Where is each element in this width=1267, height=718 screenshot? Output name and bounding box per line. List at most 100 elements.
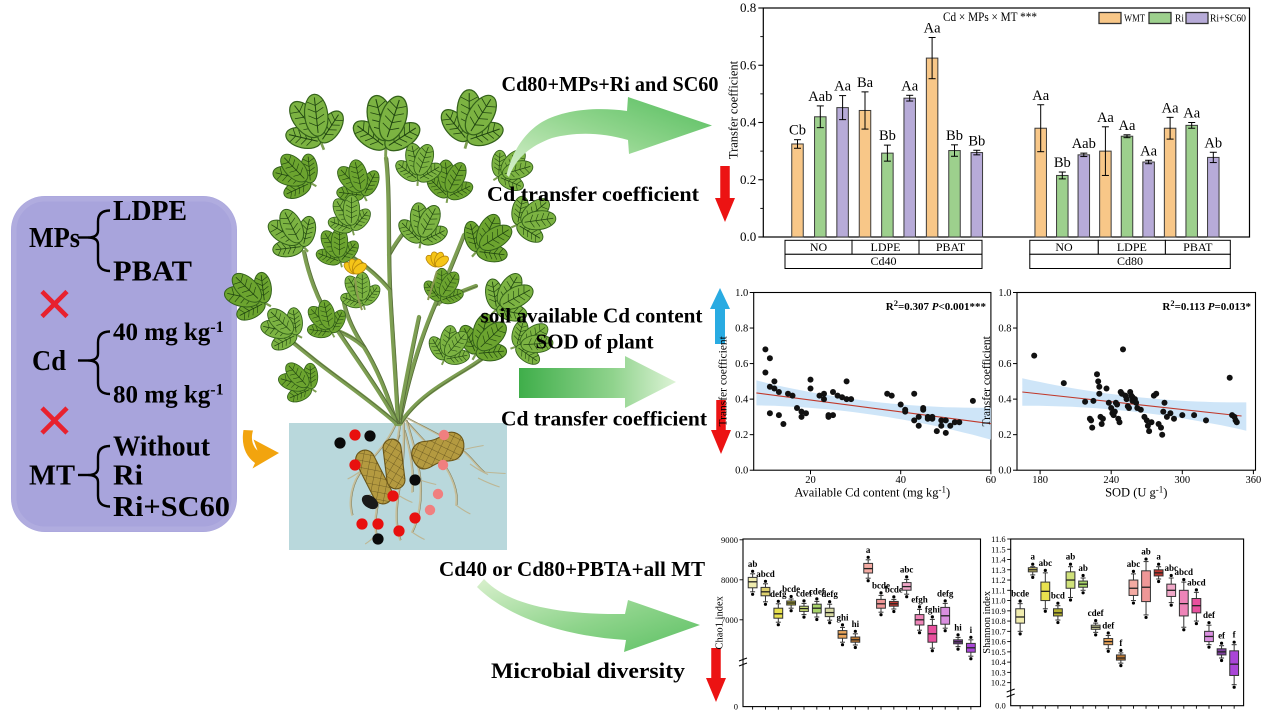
svg-text:Bb: Bb	[879, 128, 896, 144]
svg-text:Cb: Cb	[789, 123, 806, 139]
svg-text:0.6: 0.6	[740, 57, 757, 72]
svg-text:10.2: 10.2	[991, 678, 1006, 688]
svg-text:Ri: Ri	[1175, 14, 1184, 25]
svg-text:Ab: Ab	[1204, 135, 1222, 151]
svg-text:Aab: Aab	[1072, 136, 1096, 152]
svg-text:0.8: 0.8	[740, 0, 756, 15]
svg-text:Microbial diversity: Microbial diversity	[491, 658, 685, 683]
svg-text:Aa: Aa	[1032, 88, 1049, 104]
svg-text:0.0: 0.0	[735, 466, 748, 477]
svg-text:Ri+SC60: Ri+SC60	[1210, 14, 1246, 25]
svg-text:Bb: Bb	[1054, 155, 1071, 171]
svg-text:Aab: Aab	[808, 89, 832, 105]
svg-text:def: def	[1203, 610, 1216, 620]
svg-text:soil available Cd content: soil available Cd content	[481, 304, 703, 328]
svg-text:ab: ab	[1141, 547, 1151, 557]
svg-text:Aa: Aa	[1119, 118, 1136, 134]
svg-text:0.8: 0.8	[998, 324, 1011, 335]
svg-text:Aa: Aa	[834, 79, 851, 95]
svg-text:10.3: 10.3	[991, 667, 1006, 677]
svg-text:1.0: 1.0	[735, 288, 748, 299]
svg-text:defg: defg	[937, 588, 954, 598]
svg-text:60: 60	[986, 475, 997, 486]
svg-text:11.4: 11.4	[991, 555, 1006, 565]
svg-text:11.3: 11.3	[991, 565, 1006, 575]
svg-text:PBAT: PBAT	[936, 240, 966, 254]
svg-text:Bb: Bb	[968, 133, 985, 149]
svg-text:Transfer coefficient: Transfer coefficient	[981, 335, 993, 426]
svg-text:ghi: ghi	[836, 612, 849, 622]
svg-text:40: 40	[895, 475, 906, 486]
svg-text:WMT: WMT	[1124, 14, 1145, 25]
svg-text:Without: Without	[113, 432, 211, 463]
svg-text:NO: NO	[1055, 240, 1073, 254]
svg-text:0.6: 0.6	[735, 359, 748, 370]
svg-text:0.2: 0.2	[735, 430, 748, 441]
svg-text:Ri+SC60: Ri+SC60	[113, 492, 230, 523]
svg-text:0.4: 0.4	[735, 395, 749, 406]
svg-text:def: def	[1102, 620, 1115, 630]
svg-text:abc: abc	[1127, 559, 1141, 569]
svg-text:20: 20	[805, 475, 816, 486]
svg-text:bcd: bcd	[1051, 591, 1065, 601]
svg-text:hi: hi	[954, 622, 962, 632]
svg-text:Available Cd content (mg kg-1): Available Cd content (mg kg-1)	[794, 485, 950, 500]
svg-text:bcde: bcde	[1011, 589, 1029, 599]
svg-text:Cd: Cd	[32, 346, 66, 377]
svg-text:Aa: Aa	[1183, 106, 1200, 122]
svg-text:0.2: 0.2	[740, 172, 756, 187]
svg-text:PBAT: PBAT	[1183, 240, 1213, 254]
svg-text:ab: ab	[1078, 563, 1088, 573]
svg-text:Aa: Aa	[924, 20, 941, 36]
svg-text:Aa: Aa	[901, 78, 918, 94]
svg-text:9000: 9000	[721, 535, 738, 545]
svg-text:Shannon index: Shannon index	[982, 590, 993, 653]
svg-text:Aa: Aa	[1140, 143, 1157, 159]
svg-text:300: 300	[1174, 475, 1190, 486]
svg-text:bcde: bcde	[885, 584, 903, 594]
svg-text:abc: abc	[900, 564, 914, 574]
svg-text:hi: hi	[852, 619, 860, 629]
svg-text:a: a	[1030, 552, 1035, 562]
svg-text:Cd40: Cd40	[870, 254, 896, 268]
svg-text:abcd: abcd	[1175, 567, 1194, 577]
svg-text:NO: NO	[810, 240, 828, 254]
svg-text:a: a	[866, 545, 871, 555]
svg-text:Transfer coefficient: Transfer coefficient	[718, 335, 730, 426]
svg-text:11.1: 11.1	[991, 585, 1006, 595]
svg-text:ab: ab	[1066, 552, 1076, 562]
svg-text:MT: MT	[29, 461, 75, 492]
svg-text:Cd40 or Cd80+PBTA+all MT: Cd40 or Cd80+PBTA+all MT	[439, 557, 705, 581]
svg-text:Chao1 index: Chao1 index	[715, 595, 726, 649]
svg-text:abc: abc	[1039, 558, 1053, 568]
svg-text:240: 240	[1103, 475, 1119, 486]
svg-text:R2=0.113 P=0.013*: R2=0.113 P=0.013*	[1162, 298, 1251, 313]
svg-text:11.0: 11.0	[991, 596, 1006, 606]
svg-text:0.4: 0.4	[998, 395, 1012, 406]
svg-text:Ri: Ri	[113, 461, 143, 492]
svg-text:1.0: 1.0	[998, 288, 1011, 299]
svg-text:Cd × MPs × MT ***: Cd × MPs × MT ***	[943, 10, 1037, 24]
svg-text:0: 0	[734, 702, 738, 712]
svg-text:MPs: MPs	[29, 223, 80, 254]
svg-text:Aa: Aa	[1097, 110, 1114, 126]
svg-text:LDPE: LDPE	[1117, 240, 1147, 254]
svg-text:11.5: 11.5	[991, 544, 1006, 554]
svg-text:80 mg kg-1: 80 mg kg-1	[113, 382, 224, 409]
svg-text:180: 180	[1032, 475, 1048, 486]
svg-text:Cd transfer coefficient: Cd transfer coefficient	[487, 182, 699, 206]
svg-text:Cd transfer coefficient: Cd transfer coefficient	[501, 407, 707, 431]
svg-text:0.0: 0.0	[740, 229, 756, 244]
svg-text:R2=0.307 P<0.001***: R2=0.307 P<0.001***	[886, 298, 987, 313]
svg-text:Cd80+MPs+Ri and SC60: Cd80+MPs+Ri and SC60	[502, 72, 719, 96]
svg-text:efgh: efgh	[911, 594, 928, 604]
svg-text:a: a	[1156, 552, 1161, 562]
svg-text:defg: defg	[821, 589, 838, 599]
svg-text:abcd: abcd	[1187, 577, 1206, 587]
svg-text:Cd80: Cd80	[1117, 254, 1143, 268]
svg-text:0.0: 0.0	[995, 701, 1006, 711]
svg-text:Bb: Bb	[946, 128, 963, 144]
svg-text:LDPE: LDPE	[113, 196, 187, 227]
svg-text:360: 360	[1246, 475, 1262, 486]
svg-text:11.6: 11.6	[991, 534, 1006, 544]
